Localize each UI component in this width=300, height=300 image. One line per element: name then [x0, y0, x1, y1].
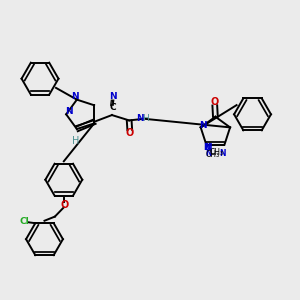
Text: N: N	[200, 121, 207, 130]
Text: N: N	[136, 114, 144, 123]
Text: N: N	[220, 149, 226, 158]
Text: O: O	[126, 128, 134, 138]
Text: N: N	[204, 143, 212, 152]
Text: N: N	[203, 143, 210, 152]
Text: C: C	[110, 103, 116, 112]
Text: H: H	[72, 136, 79, 146]
Text: O: O	[211, 98, 219, 107]
Text: N: N	[110, 92, 117, 101]
Text: O: O	[61, 200, 69, 210]
Text: N: N	[206, 149, 212, 158]
Text: CH₃: CH₃	[210, 148, 224, 157]
Text: Cl: Cl	[19, 217, 29, 226]
Text: H: H	[142, 114, 149, 123]
Text: N: N	[71, 92, 78, 101]
Text: CH₃: CH₃	[206, 150, 220, 159]
Text: N: N	[65, 107, 72, 116]
